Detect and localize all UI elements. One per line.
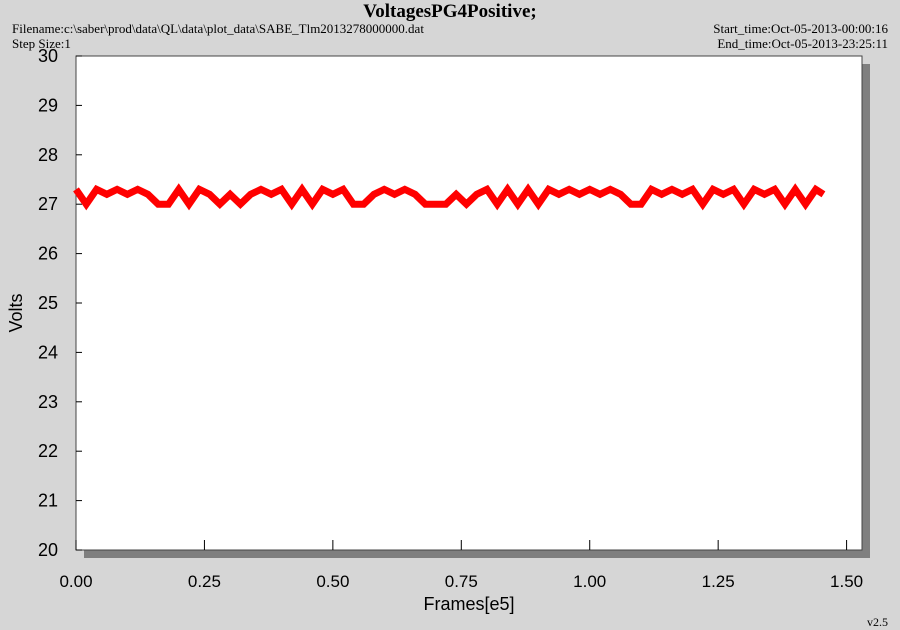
plot-area [75,55,863,551]
x-axis-label: Frames[e5] [423,594,514,614]
start-time: Start_time:Oct-05-2013-00:00:16 [713,21,888,36]
end-time: End_time:Oct-05-2013-23:25:11 [717,36,888,51]
version: v2.5 [867,615,888,629]
y-tick-label: 23 [38,392,58,412]
y-tick-label: 21 [38,491,58,511]
step-size: Step Size:1 [12,36,71,51]
y-tick-label: 24 [38,342,58,362]
chart-title: VoltagesPG4Positive; [363,1,536,22]
x-tick-label: 0.50 [316,572,349,591]
marks: 20 21 22 23 24 25 26 27 28 29 30 0.00 0.25 0.50 0.75 1.… [38,46,863,591]
y-tick-label: 20 [38,540,58,560]
x-tick-label: 0.25 [188,572,221,591]
y-tick-label: 30 [38,46,58,66]
filename: Filename:c:\saber\prod\data\QL\data\plot… [12,21,424,36]
y-axis-label: Volts [6,293,26,332]
x-tick-label: 1.00 [573,572,606,591]
x-tick-label: 1.50 [830,572,863,591]
y-tick-label: 29 [38,95,58,115]
y-tick-label: 26 [38,244,58,264]
y-tick-label: 27 [38,194,58,214]
data-line [73,183,826,211]
x-tick-label: 0.75 [445,572,478,591]
y-tick-label: 22 [38,441,58,461]
y-tick-label: 25 [38,293,58,313]
y-tick-label: 28 [38,145,58,165]
x-tick-label: 1.25 [702,572,735,591]
x-tick-label: 0.00 [59,572,92,591]
